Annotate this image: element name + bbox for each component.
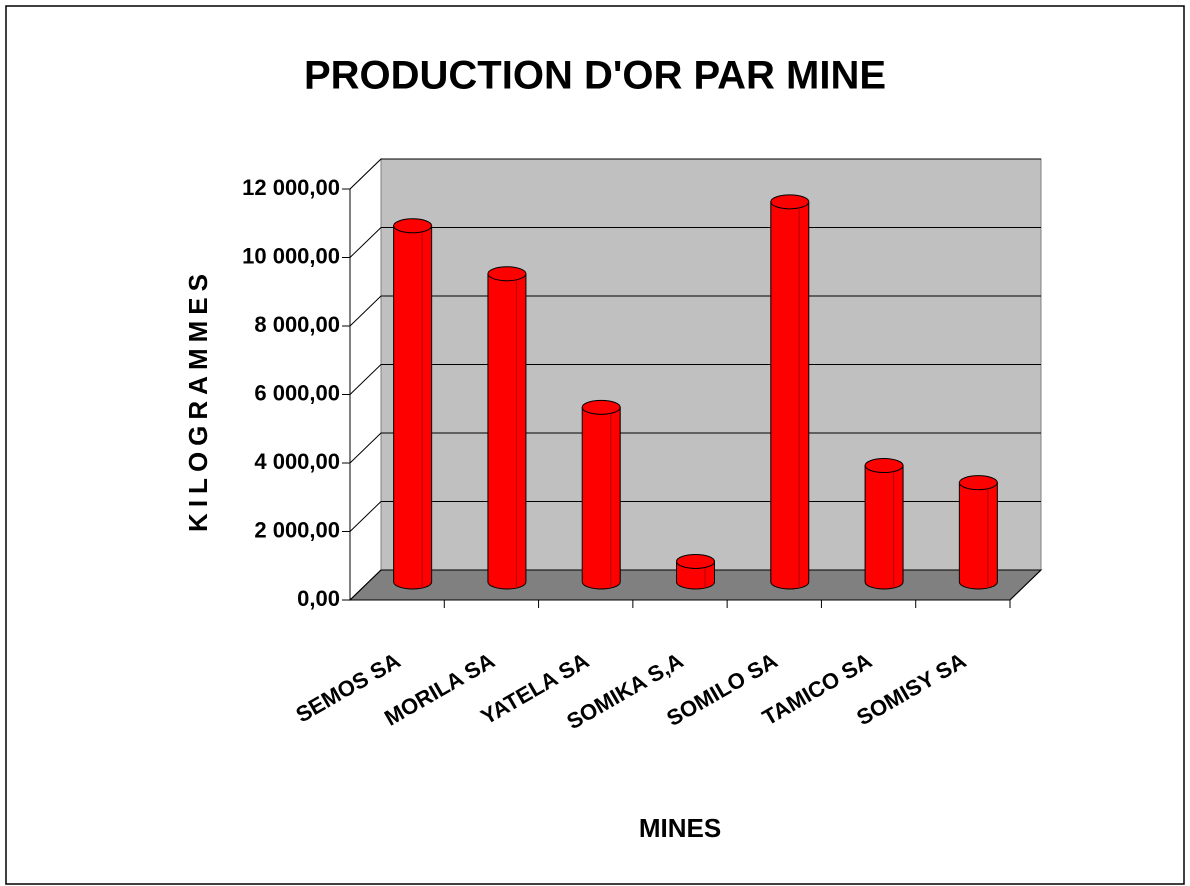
grid-line bbox=[349, 227, 1041, 258]
y-tick-label: 12 000,00 bbox=[242, 175, 340, 200]
bar bbox=[487, 266, 527, 590]
bar bbox=[864, 458, 904, 590]
bar-body bbox=[958, 482, 998, 590]
bar-top bbox=[958, 475, 998, 491]
bar-body bbox=[393, 225, 433, 590]
bar-body bbox=[487, 273, 527, 590]
grid-line bbox=[349, 364, 1041, 395]
bar-top bbox=[864, 458, 904, 474]
y-tick-label: 6 000,00 bbox=[254, 380, 340, 405]
bar-top bbox=[487, 266, 527, 282]
bar-top bbox=[770, 194, 810, 210]
bar bbox=[581, 399, 621, 590]
bar bbox=[770, 194, 810, 590]
bar bbox=[676, 553, 715, 590]
grid-line bbox=[349, 501, 1041, 532]
bar bbox=[958, 475, 998, 590]
y-tick-label: 0,00 bbox=[297, 586, 340, 611]
bar-top bbox=[393, 218, 433, 234]
y-tick-label: 10 000,00 bbox=[242, 243, 340, 268]
grid-line bbox=[349, 158, 1041, 190]
bar-top bbox=[581, 399, 621, 415]
bar-body bbox=[770, 201, 810, 590]
bar-body bbox=[581, 406, 621, 590]
y-tick-label: 8 000,00 bbox=[254, 312, 340, 337]
grid-line bbox=[349, 569, 1041, 601]
chart-title: PRODUCTION D'OR PAR MINE bbox=[304, 54, 886, 98]
bar-top bbox=[676, 553, 715, 569]
floor-edge bbox=[1009, 569, 1042, 601]
y-axis-label: KILOGRAMMES bbox=[183, 268, 213, 532]
bar-body bbox=[864, 465, 904, 590]
y-tick-label: 2 000,00 bbox=[254, 517, 340, 542]
grid-line bbox=[349, 295, 1041, 327]
x-axis-label: MINES bbox=[639, 813, 721, 843]
y-tick-label: 4 000,00 bbox=[254, 449, 340, 474]
bar bbox=[393, 218, 433, 590]
grid-line bbox=[349, 432, 1041, 464]
